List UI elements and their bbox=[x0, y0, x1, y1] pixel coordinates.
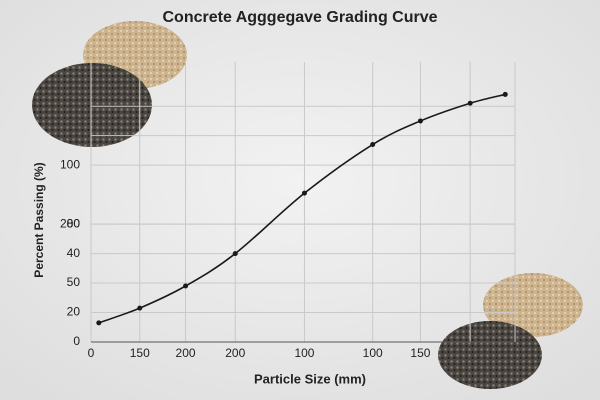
y-tick-label: 100 bbox=[60, 157, 80, 171]
point bbox=[183, 283, 189, 289]
x-tick-label: 200 bbox=[176, 346, 196, 360]
point bbox=[301, 190, 307, 196]
x-tick-label: 150 bbox=[130, 346, 150, 360]
chart-title: Concrete Agggegave Grading Curve bbox=[162, 9, 437, 26]
point bbox=[502, 91, 508, 97]
y-tick-label: 200 bbox=[60, 216, 80, 230]
point bbox=[417, 118, 423, 124]
y-tick-label: 50 bbox=[67, 275, 81, 289]
point bbox=[232, 251, 238, 257]
x-tick-label: 100 bbox=[294, 346, 314, 360]
gravel-top-left bbox=[32, 21, 187, 147]
y-axis-label: Percent Passing (%) bbox=[32, 162, 46, 277]
x-tick-label: 200 bbox=[225, 346, 245, 360]
x-tick-label: 0 bbox=[88, 346, 95, 360]
gravel-bottom-right bbox=[438, 273, 583, 389]
x-tick-label: 100 bbox=[363, 346, 383, 360]
x-tick-label: 150 bbox=[410, 346, 430, 360]
y-tick-label: 80 bbox=[67, 216, 81, 230]
y-tick-label: 0 bbox=[73, 334, 80, 348]
y-tick-label: 40 bbox=[67, 246, 81, 260]
point bbox=[467, 100, 473, 106]
point bbox=[137, 305, 143, 311]
x-axis-label: Particle Size (mm) bbox=[254, 371, 366, 386]
point bbox=[96, 320, 102, 326]
point bbox=[370, 142, 376, 148]
y-tick-label: 20 bbox=[67, 305, 81, 319]
